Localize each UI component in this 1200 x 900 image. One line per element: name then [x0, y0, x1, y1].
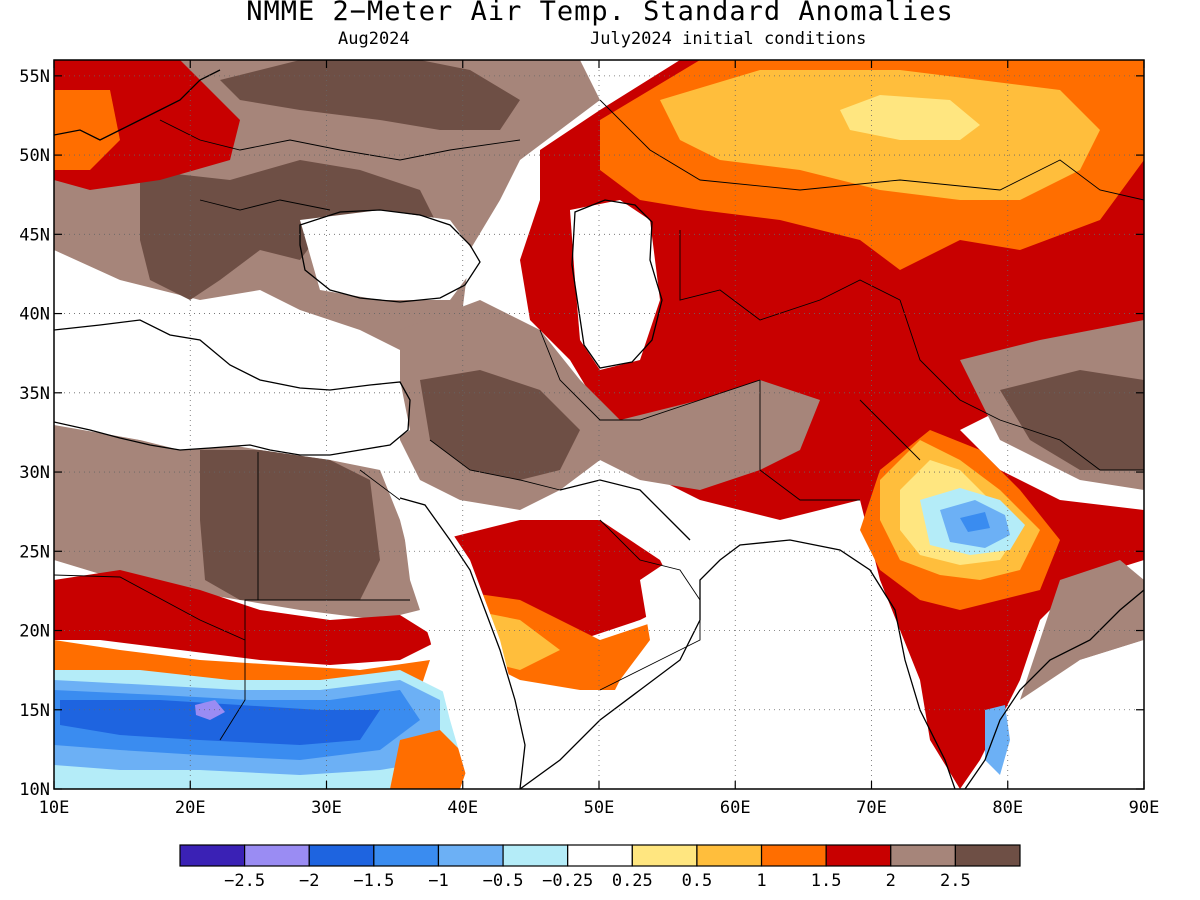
colorbar-label: 0.25 — [612, 871, 653, 891]
country-borders — [54, 99, 1144, 741]
axis-ticks — [53, 60, 1145, 790]
colorbar-swatch — [179, 844, 246, 867]
anomaly-region — [960, 512, 990, 532]
anomaly-region — [390, 730, 470, 789]
colorbar — [179, 844, 1021, 867]
y-tick-label: 25N — [19, 542, 50, 562]
x-tick-label: 90E — [1129, 798, 1160, 818]
x-tick-label: 40E — [447, 798, 478, 818]
colorbar-swatch — [890, 844, 956, 867]
y-tick-label: 40N — [19, 305, 50, 325]
y-tick-label: 30N — [19, 463, 50, 483]
y-tick-label: 55N — [19, 67, 50, 87]
x-axis-labels: 10E 20E 30E 40E 50E 60E 70E 80E 90E — [39, 798, 1160, 818]
map-plot-area — [54, 60, 1144, 789]
anomaly-region — [1000, 370, 1144, 470]
colorbar-swatch — [308, 844, 375, 867]
colorbar-swatch — [373, 844, 440, 867]
y-tick-label: 50N — [19, 146, 50, 166]
y-axis-labels: 10N 15N 20N 25N 30N 35N 40N 45N 50N 55N — [19, 67, 50, 800]
colorbar-swatch — [502, 844, 569, 867]
anomaly-region — [200, 450, 380, 600]
colorbar-label: −0.5 — [483, 871, 524, 891]
x-tick-label: 50E — [584, 798, 615, 818]
anomaly-region — [140, 160, 440, 300]
colorbar-label: 2 — [886, 871, 896, 891]
black-sea — [300, 210, 480, 300]
colorbar-swatch — [954, 844, 1021, 867]
colorbar-label: 2.5 — [940, 871, 971, 891]
colorbar-swatch — [825, 844, 892, 867]
colorbar-label: −0.25 — [542, 871, 593, 891]
colorbar-label: −2.5 — [224, 871, 265, 891]
colorbar-swatch — [244, 844, 310, 867]
colorbar-label: −1.5 — [353, 871, 394, 891]
anomaly-region — [54, 90, 120, 170]
x-tick-label: 30E — [311, 798, 342, 818]
graticule — [54, 60, 1144, 789]
caspian-sea — [570, 200, 660, 370]
colorbar-swatch — [760, 844, 827, 867]
y-tick-label: 15N — [19, 701, 50, 721]
forecast-month: Aug2024 — [338, 29, 410, 49]
arabian-sea — [560, 540, 940, 789]
colorbar-label: 0.5 — [682, 871, 713, 891]
x-tick-label: 60E — [720, 798, 751, 818]
colorbar-label: −2 — [299, 871, 319, 891]
mediterranean-sea — [54, 320, 410, 455]
colorbar-swatch — [696, 844, 763, 867]
anomaly-region — [840, 95, 980, 140]
bay-of-bengal — [1000, 640, 1144, 789]
x-tick-label: 10E — [39, 798, 70, 818]
colorbar-label: 1.5 — [811, 871, 842, 891]
colorbar-swatch — [631, 844, 698, 867]
x-tick-label: 70E — [856, 798, 887, 818]
anomaly-region — [60, 700, 380, 745]
colorbar-swatch — [567, 844, 633, 867]
coastlines — [54, 69, 1144, 789]
colorbar-label: −1 — [428, 871, 448, 891]
y-tick-label: 10N — [19, 780, 50, 800]
x-tick-label: 20E — [175, 798, 206, 818]
y-tick-label: 20N — [19, 622, 50, 642]
y-tick-label: 35N — [19, 384, 50, 404]
red-sea-area — [400, 500, 520, 789]
y-tick-label: 45N — [19, 225, 50, 245]
colorbar-label: 1 — [756, 871, 766, 891]
colorbar-labels: −2.5 −2 −1.5 −1 −0.5 −0.25 0.25 0.5 1 1.5 2 2.5 — [224, 871, 971, 891]
anomaly-region — [220, 60, 520, 130]
map-title: NMME 2−Meter Air Temp. Standard Anomalie… — [246, 0, 954, 27]
x-tick-label: 80E — [992, 798, 1023, 818]
anomaly-region — [985, 705, 1010, 775]
anomaly-region — [420, 370, 580, 480]
anomaly-region — [1020, 560, 1144, 700]
initial-conditions-label: July2024 initial conditions — [590, 29, 867, 49]
colorbar-swatch — [437, 844, 504, 867]
